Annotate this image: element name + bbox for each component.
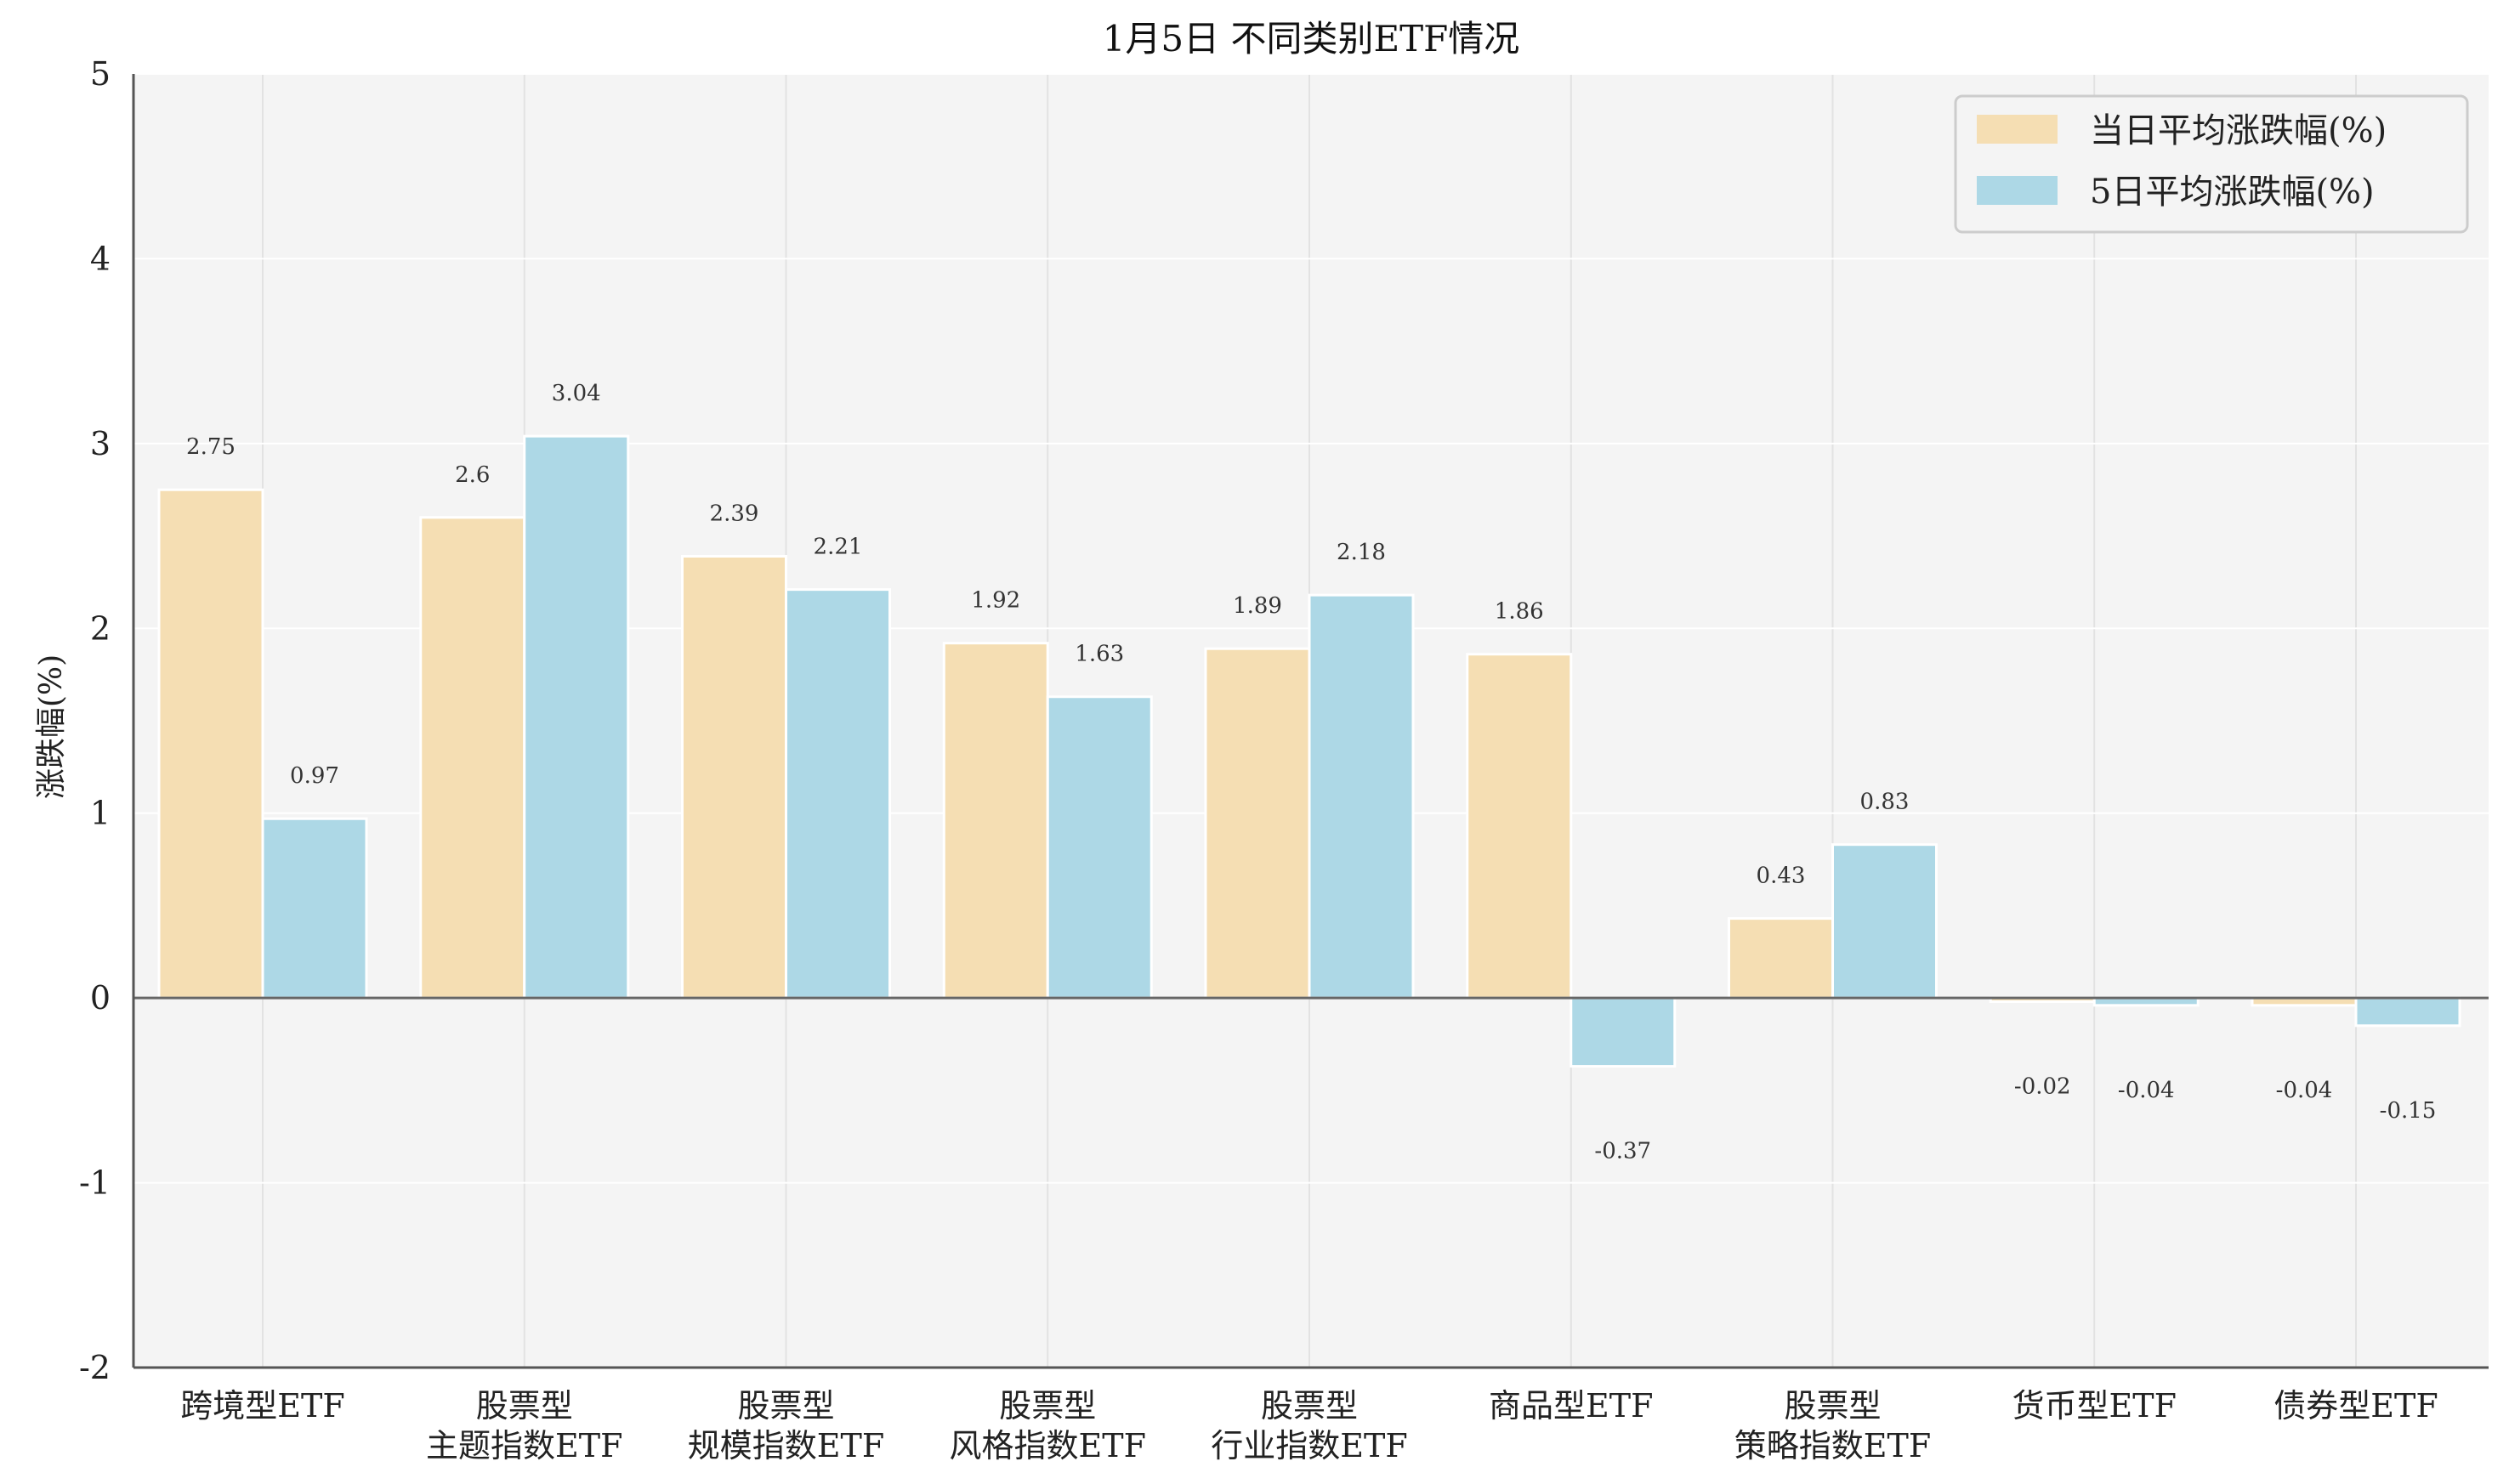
label-5day-7: -0.04 [2118, 1078, 2175, 1103]
bar-daily-5 [1466, 653, 1573, 1000]
label-5day-2: 2.21 [814, 535, 863, 560]
legend-swatch-daily [1977, 115, 2058, 144]
y-tick-label: -1 [79, 1164, 111, 1202]
label-5day-8: -0.15 [2380, 1098, 2437, 1124]
label-daily-7: -0.02 [2014, 1073, 2071, 1099]
bar-5day-2 [785, 588, 891, 1000]
label-daily-3: 1.92 [971, 588, 1020, 614]
bar-5day-3 [1046, 695, 1153, 1000]
label-daily-4: 1.89 [1233, 593, 1282, 619]
y-tick-label: 5 [90, 55, 111, 93]
label-5day-6: 0.83 [1860, 790, 1910, 815]
data-labels: 2.75 2.6 2.39 1.92 1.89 1.86 0.43 -0.02 -0.04 0.9… [186, 381, 2436, 1164]
legend: 当日平均涨跌幅(%) 5日平均涨跌幅(%) [1954, 94, 2469, 234]
y-tick-labels: -2 -1 0 1 2 3 4 5 [79, 55, 111, 1386]
bars [157, 434, 2461, 1068]
legend-label-daily: 当日平均涨跌幅(%) [2090, 111, 2387, 150]
bar-5day-1 [523, 434, 630, 1000]
bar-5day-4 [1308, 593, 1415, 1000]
y-tick-label: 0 [90, 979, 111, 1017]
label-daily-2: 2.39 [710, 501, 759, 526]
x-tick-labels: 跨境型ETF 股票型主题指数ETF股票型规模指数ETF股票型风格指数ETF股票型行… [180, 1387, 2438, 1464]
bar-5day-0 [261, 817, 368, 1000]
category-label-2: 股票型 [737, 1387, 834, 1425]
category-label-3: 风格指数ETF [950, 1427, 1146, 1464]
y-tick-label: -2 [79, 1349, 111, 1386]
category-label-5: 商品型ETF [1489, 1387, 1653, 1425]
bar-5day-8 [2354, 996, 2461, 1028]
label-5day-3: 1.63 [1075, 642, 1124, 667]
label-daily-6: 0.43 [1757, 864, 1806, 889]
category-label-1: 股票型 [476, 1387, 573, 1425]
bar-5day-6 [1831, 843, 1938, 1000]
bar-daily-2 [681, 554, 787, 1000]
label-5day-0: 0.97 [290, 763, 339, 789]
bar-daily-0 [157, 488, 264, 1000]
y-axis-label: 涨跌幅(%) [34, 654, 69, 799]
label-daily-0: 2.75 [186, 434, 236, 460]
category-label-8: 债券型ETF [2273, 1387, 2438, 1425]
y-tick-label: 1 [90, 795, 111, 832]
category-label-0: 跨境型ETF [180, 1387, 344, 1425]
legend-swatch-5day [1977, 176, 2058, 205]
category-label-2: 规模指数ETF [688, 1427, 884, 1464]
category-label-4: 行业指数ETF [1211, 1427, 1407, 1464]
label-5day-1: 3.04 [552, 381, 601, 406]
legend-box [1954, 94, 2469, 234]
category-label-7: 货币型ETF [2012, 1387, 2177, 1425]
category-label-6: 策略指数ETF [1734, 1427, 1931, 1464]
category-label-6: 股票型 [1784, 1387, 1881, 1425]
label-5day-4: 2.18 [1337, 540, 1386, 565]
label-daily-1: 2.6 [455, 462, 490, 488]
bar-daily-3 [942, 642, 1049, 1000]
label-5day-5: -0.37 [1594, 1139, 1651, 1164]
label-daily-5: 1.86 [1495, 599, 1544, 625]
y-tick-label: 3 [90, 425, 111, 462]
legend-label-5day: 5日平均涨跌幅(%) [2090, 173, 2375, 212]
label-daily-8: -0.04 [2276, 1078, 2333, 1103]
bar-5day-5 [1570, 996, 1677, 1068]
category-label-1: 主题指数ETF [426, 1427, 622, 1464]
y-tick-label: 4 [90, 240, 111, 277]
category-label-4: 股票型 [1261, 1387, 1358, 1425]
bar-daily-6 [1728, 917, 1834, 1000]
bar-daily-1 [419, 516, 526, 1000]
y-tick-label: 2 [90, 609, 111, 647]
category-label-3: 股票型 [999, 1387, 1096, 1425]
bar-daily-4 [1204, 647, 1311, 1000]
chart-title: 1月5日 不同类别ETF情况 [1103, 18, 1520, 59]
